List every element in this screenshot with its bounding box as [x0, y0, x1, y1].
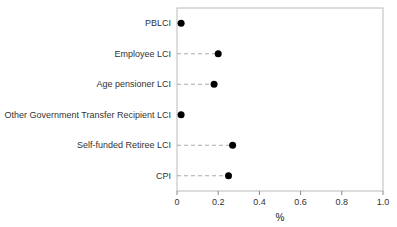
category-label: CPI — [156, 171, 171, 181]
x-tick-label: 0.8 — [336, 197, 349, 207]
dot — [215, 50, 222, 57]
dot — [178, 20, 185, 27]
x-tick — [259, 191, 260, 195]
marks — [177, 20, 236, 180]
category-label: PBLCI — [145, 18, 171, 28]
category-label: Self-funded Retiree LCI — [77, 140, 171, 150]
x-tick-label: 1.0 — [377, 197, 390, 207]
stem — [177, 84, 214, 85]
plot-frame — [177, 8, 383, 191]
chart: CPI Self-funded Retiree LCI Other Governme… — [0, 0, 397, 227]
x-tick-label: 0.6 — [294, 197, 307, 207]
x-tick — [341, 191, 342, 195]
stem — [177, 175, 229, 176]
stem — [177, 53, 218, 54]
x-tick-label: 0.4 — [253, 197, 266, 207]
x-tick — [177, 191, 178, 195]
dot — [229, 142, 236, 149]
x-tick — [383, 191, 384, 195]
stem — [177, 145, 233, 146]
category-label: Age pensioner LCI — [96, 79, 171, 89]
x-axis: 0 0.2 0.4 0.6 0.8 1.0 — [174, 191, 389, 207]
x-tick-label: 0 — [174, 197, 179, 207]
dot — [178, 111, 185, 118]
dot — [211, 81, 218, 88]
x-tick-label: 0.2 — [212, 197, 225, 207]
x-axis-label: % — [276, 212, 285, 223]
category-label: Other Government Transfer Recipient LCI — [4, 110, 171, 120]
category-label: Employee LCI — [114, 49, 171, 59]
dot — [225, 172, 232, 179]
x-tick — [218, 191, 219, 195]
x-tick — [300, 191, 301, 195]
